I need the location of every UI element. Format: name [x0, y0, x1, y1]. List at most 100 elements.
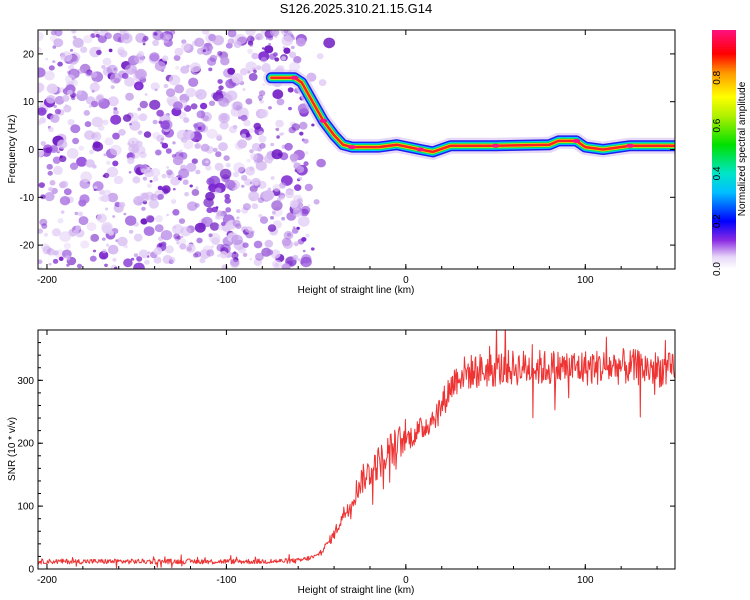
noise-blob: [212, 35, 224, 46]
noise-blob: [245, 226, 253, 233]
noise-blob: [248, 73, 258, 81]
noise-blob: [52, 45, 57, 49]
ridge-peak: [491, 143, 500, 148]
ridge-peak: [290, 75, 299, 80]
noise-blob: [95, 33, 100, 38]
noise-blob: [64, 255, 71, 261]
noise-blob: [135, 140, 143, 148]
noise-blob: [281, 132, 285, 136]
noise-blob: [239, 68, 248, 76]
noise-blob: [233, 162, 245, 173]
noise-blob: [38, 120, 42, 126]
noise-blob: [179, 243, 187, 250]
noise-blob: [44, 192, 55, 202]
noise-blob: [144, 259, 150, 265]
noise-blob: [307, 204, 311, 207]
snr-series-line: [38, 330, 675, 569]
noise-blob: [270, 142, 275, 147]
noise-blob: [41, 223, 48, 229]
noise-blob: [84, 130, 95, 140]
colorbar-tick-label: 0.2: [712, 214, 723, 228]
noise-blob: [91, 116, 104, 128]
noise-blob: [183, 140, 194, 150]
noise-blob: [218, 112, 230, 124]
noise-blob: [161, 55, 169, 62]
colorbar-tick-label: 0.8: [712, 70, 723, 84]
noise-blob: [258, 90, 266, 97]
noise-blob: [142, 42, 146, 46]
noise-blob: [270, 216, 274, 220]
noise-blob: [208, 100, 216, 107]
colorbar-gradient: [712, 30, 736, 269]
noise-blob: [149, 99, 161, 110]
noise-blob: [112, 160, 119, 167]
noise-blob: [208, 233, 213, 238]
noise-blob: [112, 257, 117, 262]
x-tick-label: -200: [37, 275, 57, 286]
noise-blob: [301, 237, 307, 242]
noise-blob: [178, 218, 186, 224]
noise-blob: [250, 153, 258, 161]
noise-blob: [53, 104, 57, 108]
noise-blob: [135, 68, 147, 80]
noise-blob: [233, 251, 237, 254]
noise-blob: [249, 43, 253, 47]
noise-blob: [224, 193, 230, 199]
noise-blob: [141, 38, 147, 43]
noise-blob: [43, 232, 49, 237]
noise-blob: [160, 230, 173, 241]
noise-blob: [273, 52, 278, 57]
noise-blob: [207, 57, 217, 66]
noise-blob: [112, 132, 120, 140]
noise-blob: [38, 67, 46, 78]
noise-blob: [129, 123, 132, 126]
noise-blob: [78, 145, 85, 151]
bottom-y-ticks: 0 100 200 300: [17, 329, 675, 576]
noise-blob: [275, 127, 280, 132]
top-y-axis-label: Frequency (Hz): [7, 115, 18, 184]
noise-blob: [231, 251, 239, 259]
noise-blob: [255, 252, 264, 261]
noise-blob: [195, 89, 207, 100]
x-tick-label: 100: [577, 575, 594, 586]
noise-blob: [132, 151, 140, 159]
noise-blob: [153, 247, 163, 256]
noise-blob: [316, 158, 326, 168]
noise-blob: [63, 105, 72, 113]
noise-blob: [102, 249, 107, 254]
noise-blob: [142, 176, 148, 181]
noise-blob: [92, 181, 104, 192]
noise-blob: [262, 83, 266, 86]
noise-blob: [165, 148, 172, 154]
noise-blob: [216, 210, 224, 217]
noise-blob: [212, 147, 218, 153]
noise-blob: [276, 98, 285, 106]
colorbar-tick-label: 0.4: [712, 166, 723, 180]
noise-blob: [237, 139, 248, 149]
noise-blob: [153, 256, 162, 264]
noise-blob: [139, 192, 150, 202]
noise-blob: [291, 123, 300, 131]
noise-blob: [102, 119, 109, 126]
noise-blob: [225, 90, 238, 101]
noise-blob: [297, 258, 302, 262]
noise-blob: [123, 258, 133, 268]
noise-blob: [166, 213, 170, 217]
noise-blob: [88, 105, 92, 108]
noise-blob: [219, 168, 232, 180]
noise-blob: [268, 106, 272, 110]
noise-blob: [238, 116, 243, 120]
noise-blob: [231, 234, 243, 246]
noise-blob: [113, 175, 124, 185]
noise-blob: [38, 107, 47, 116]
noise-blob: [253, 258, 262, 267]
noise-blob: [110, 144, 122, 156]
noise-blob: [117, 236, 128, 247]
noise-blob: [104, 263, 108, 267]
noise-blob: [127, 157, 135, 165]
noise-blob: [88, 149, 95, 155]
y-tick-label: 100: [17, 502, 34, 513]
top-y-ticks: -20 -10 0 10 20: [20, 49, 675, 252]
x-tick-label: -100: [216, 275, 236, 286]
y-tick-label: 0: [28, 565, 34, 576]
